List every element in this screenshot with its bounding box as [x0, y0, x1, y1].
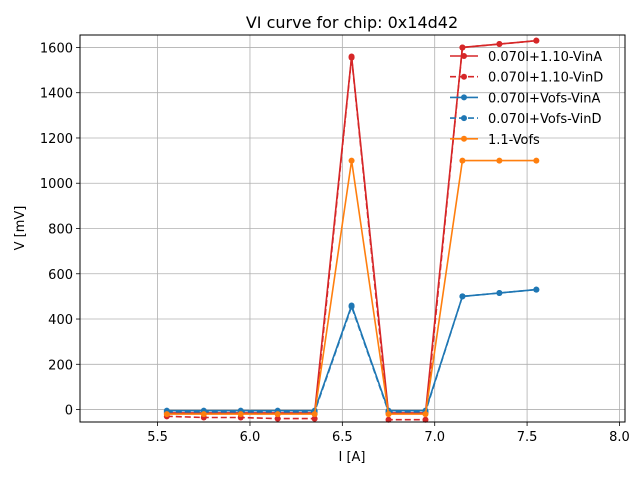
series-4	[163, 157, 540, 418]
legend-marker	[461, 53, 467, 59]
grid-lines	[80, 35, 625, 422]
legend-marker	[461, 135, 467, 142]
series-line	[166, 288, 537, 413]
y-axis-label: V [mV]	[13, 206, 28, 251]
x-axis-label: I [A]	[338, 450, 365, 465]
y-tick-label: 0	[65, 404, 73, 419]
x-tick-label: 5.5	[147, 430, 168, 445]
data-point	[311, 415, 318, 422]
legend-label: 1.1-Vofs	[488, 133, 540, 148]
x-tick-label: 7.0	[424, 430, 445, 445]
y-tick-label: 1200	[40, 132, 73, 147]
legend-item: 0.070I+1.10-VinA	[450, 50, 602, 65]
data-point	[163, 411, 170, 418]
legend-item: 1.1-Vofs	[450, 133, 540, 148]
data-point	[200, 411, 207, 418]
data-point	[496, 157, 503, 164]
data-point	[533, 286, 540, 293]
y-tick-label: 200	[48, 358, 73, 373]
y-tick-label: 1000	[40, 177, 73, 192]
data-point	[385, 416, 392, 423]
legend-label: 0.070I+1.10-VinD	[488, 71, 603, 86]
data-point	[459, 293, 466, 300]
legend-item: 0.070I+Vofs-VinD	[450, 112, 602, 127]
y-tick-label: 800	[48, 223, 73, 238]
data-point	[459, 157, 466, 164]
legend-marker	[461, 94, 467, 101]
y-tick-label: 400	[48, 313, 73, 328]
x-tick-label: 7.5	[517, 430, 538, 445]
x-tick-label: 6.5	[332, 430, 353, 445]
chart-title: VI curve for chip: 0x14d42	[246, 13, 458, 32]
y-tick-label: 600	[48, 268, 73, 283]
data-point	[533, 157, 540, 164]
legend-item: 0.070I+1.10-VinD	[450, 71, 603, 86]
data-point	[496, 290, 503, 296]
x-tick-label: 8.0	[609, 430, 630, 445]
data-point	[533, 37, 540, 44]
y-axis-ticks: 0 200 400 600 800 1000 1200 1400 1600	[40, 41, 80, 419]
x-axis-ticks: 5.5 6.0 6.5 7.0 7.5 8.0	[147, 422, 630, 445]
legend: 0.070I+1.10-VinA 0.070I+1.10-VinD 0.070I+V…	[450, 50, 603, 148]
legend-marker	[461, 115, 467, 122]
data-point	[422, 416, 429, 423]
legend-item: 0.070I+Vofs-VinA	[450, 91, 601, 106]
data-point	[348, 157, 355, 164]
data-point	[274, 411, 281, 418]
series-group	[163, 37, 540, 423]
legend-label: 0.070I+Vofs-VinD	[488, 112, 602, 127]
y-tick-label: 1600	[40, 41, 73, 56]
legend-label: 0.070I+Vofs-VinA	[488, 91, 601, 106]
data-point	[459, 44, 466, 51]
series-line	[166, 39, 537, 421]
data-point	[311, 411, 318, 418]
legend-label: 0.070I+1.10-VinA	[488, 50, 602, 65]
data-point	[348, 54, 355, 61]
data-point	[237, 411, 244, 418]
data-point	[348, 303, 355, 310]
data-point	[274, 415, 281, 422]
x-tick-label: 6.0	[240, 430, 261, 445]
legend-marker	[461, 73, 467, 80]
data-point	[422, 411, 429, 418]
data-point	[496, 41, 503, 48]
data-point	[385, 411, 392, 418]
y-tick-label: 1400	[40, 87, 73, 102]
